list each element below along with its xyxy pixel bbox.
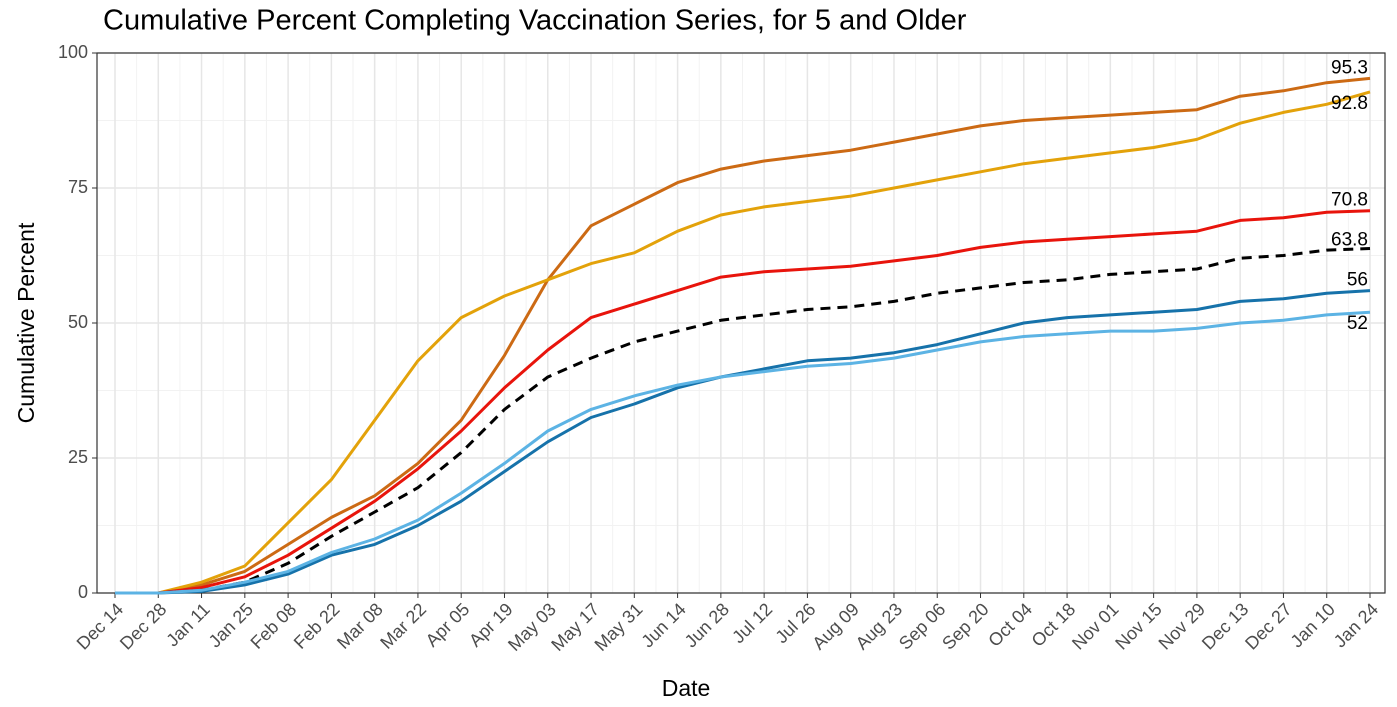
plot-border: [96, 52, 1386, 594]
x-tick-label: Jul 12: [728, 599, 776, 647]
end-value-label: 95.3: [1331, 57, 1368, 78]
x-tick-label: Mar 22: [376, 599, 430, 653]
x-tick-label: Nov 29: [1155, 599, 1209, 653]
x-tick-label: Jun 28: [681, 599, 733, 651]
series-line: [115, 209, 1371, 595]
x-tick-label: Dec 14: [73, 599, 127, 653]
x-tick-label: Aug 09: [808, 599, 862, 653]
x-tick-label: Jan 25: [205, 599, 257, 651]
x-tick-label: Apr 05: [422, 599, 474, 651]
x-tick-label: Feb 22: [290, 599, 344, 653]
x-tick-label: Dec 27: [1241, 599, 1295, 653]
x-tick-label: Dec 28: [116, 599, 170, 653]
end-value-label: 70.8: [1331, 190, 1368, 211]
y-tick-label: 100: [58, 42, 88, 62]
end-value-label: 63.8: [1331, 229, 1368, 250]
chart-title: Cumulative Percent Completing Vaccinatio…: [103, 5, 967, 37]
series-line: [115, 90, 1371, 595]
x-tick-label: Mar 08: [333, 599, 387, 653]
x-tick-label: Jan 24: [1330, 599, 1382, 651]
x-tick-label: Jun 14: [637, 599, 689, 651]
series-line: [115, 247, 1371, 595]
x-axis-label: Date: [662, 675, 711, 701]
series-line: [115, 76, 1371, 595]
y-tick-label: 50: [68, 312, 88, 332]
x-tick-label: Dec 13: [1198, 599, 1252, 653]
x-tick-label: Jan 10: [1287, 599, 1339, 651]
end-value-label: 52: [1347, 313, 1368, 334]
end-value-label: 56: [1347, 270, 1368, 291]
series-line: [115, 310, 1371, 595]
x-tick-label: May 17: [547, 599, 603, 655]
x-tick-label: Sep 06: [895, 599, 949, 653]
x-tick-label: Oct 04: [984, 599, 1036, 651]
end-value-label: 92.8: [1331, 93, 1368, 114]
x-tick-label: Nov 15: [1111, 599, 1165, 653]
x-tick-label: May 03: [504, 599, 560, 655]
y-tick-label: 25: [68, 447, 88, 467]
y-axis-label: Cumulative Percent: [13, 222, 39, 423]
x-tick-label: Aug 23: [852, 599, 906, 653]
x-tick-label: Feb 08: [247, 599, 301, 653]
y-tick-label: 0: [78, 582, 88, 602]
y-tick-label: 75: [68, 177, 88, 197]
x-tick-label: Nov 01: [1068, 599, 1122, 653]
x-tick-label: Sep 20: [938, 599, 992, 653]
x-tick-label: Jan 11: [162, 599, 213, 650]
x-tick-label: May 31: [591, 599, 647, 655]
